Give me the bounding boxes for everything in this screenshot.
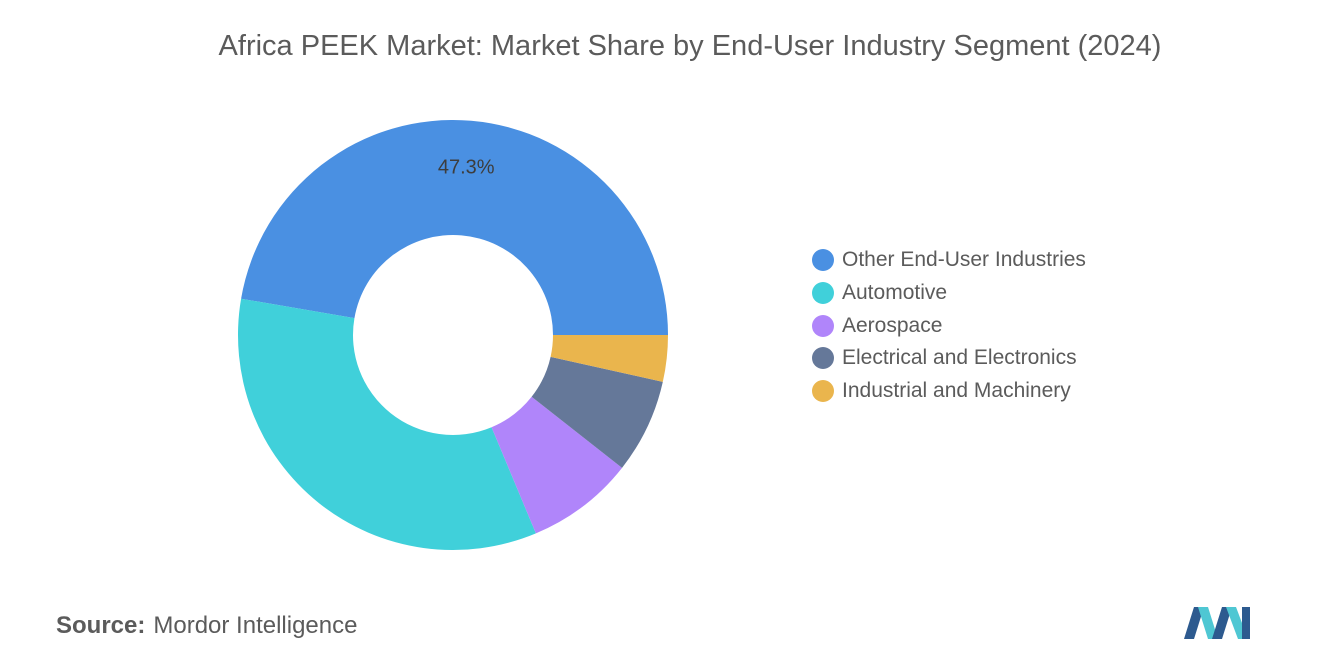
- donut-slice-automotive: [238, 298, 536, 551]
- donut-slice-industrial-and-machinery: [550, 335, 668, 382]
- mordor-intelligence-logo: [1184, 607, 1250, 639]
- legend-item: Industrial and Machinery: [812, 375, 1086, 408]
- legend-item: Other End-User Industries: [812, 244, 1086, 277]
- donut-slice-electrical-and-electronics: [531, 356, 663, 468]
- data-label: 47.3%: [438, 157, 495, 179]
- legend-label: Industrial and Machinery: [842, 379, 1071, 403]
- source-note: Source: Mordor Intelligence: [56, 612, 357, 640]
- chart-title: Africa PEEK Market: Market Share by End-…: [218, 30, 1162, 62]
- source-label: Source:: [56, 612, 146, 639]
- legend: Other End-User Industries Automotive Aeros…: [812, 244, 1086, 407]
- legend-swatch: [812, 347, 834, 370]
- legend-swatch: [812, 380, 834, 403]
- legend-label: Electrical and Electronics: [842, 346, 1077, 370]
- legend-item: Electrical and Electronics: [812, 342, 1086, 375]
- legend-swatch: [812, 249, 834, 272]
- legend-swatch: [812, 282, 834, 305]
- legend-item: Automotive: [812, 277, 1086, 310]
- legend-label: Automotive: [842, 281, 948, 305]
- legend-label: Other End-User Industries: [842, 248, 1086, 272]
- legend-label: Aerospace: [842, 313, 943, 337]
- source-text: Mordor Intelligence: [153, 612, 358, 639]
- donut-slice-other-end-user-industries: [241, 119, 668, 336]
- donut-slice-aerospace: [491, 396, 623, 534]
- legend-item: Aerospace: [812, 309, 1086, 342]
- legend-swatch: [812, 314, 834, 337]
